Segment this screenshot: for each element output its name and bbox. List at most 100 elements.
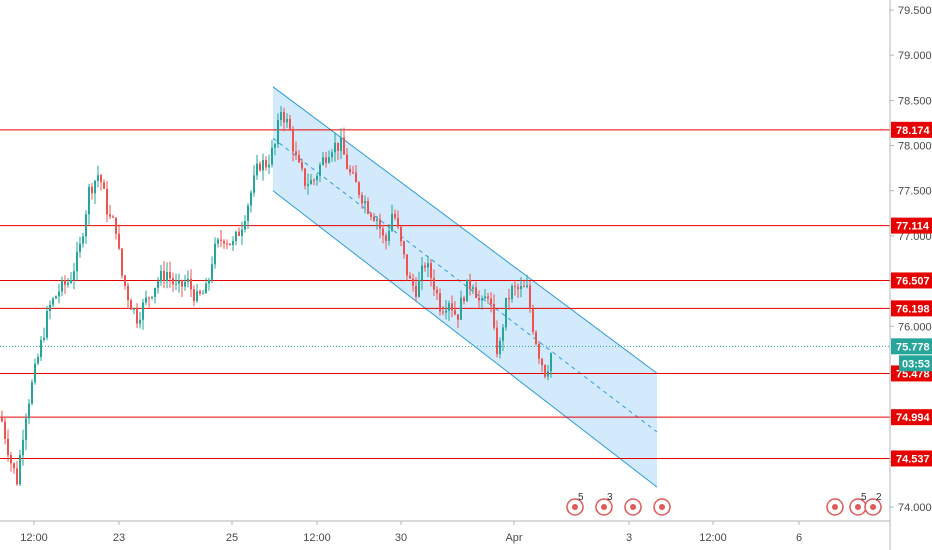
candle-body xyxy=(538,344,540,359)
candle xyxy=(295,141,297,160)
x-tick-label: 12:00 xyxy=(699,532,727,544)
event-dot xyxy=(832,504,838,510)
candle-body xyxy=(79,243,81,252)
candle-body xyxy=(379,219,381,229)
candle xyxy=(529,280,531,313)
candle xyxy=(49,300,51,320)
countdown-tag-bg xyxy=(899,355,932,372)
channel-lower-line[interactable] xyxy=(272,190,658,488)
candle xyxy=(358,181,360,199)
candle xyxy=(67,278,69,288)
candle-body xyxy=(520,286,522,290)
candle-body xyxy=(349,168,351,173)
candle xyxy=(463,295,465,305)
candle xyxy=(538,341,540,365)
candle xyxy=(517,283,519,298)
candle-body xyxy=(478,297,480,301)
candle-body xyxy=(364,201,366,204)
candle-body xyxy=(385,235,387,241)
candle xyxy=(226,239,228,250)
candle xyxy=(7,429,9,462)
candle-body xyxy=(229,243,231,245)
y-tick-label: 78.500 xyxy=(898,95,932,107)
candle xyxy=(469,273,471,296)
candle-body xyxy=(334,142,336,153)
horizontal-levels[interactable] xyxy=(0,129,890,459)
candle xyxy=(436,286,438,301)
candle-body xyxy=(256,163,258,176)
candle-body xyxy=(505,297,507,328)
candle xyxy=(55,295,57,300)
candle-body xyxy=(352,172,354,174)
candle xyxy=(427,255,429,277)
candle-body xyxy=(133,308,135,310)
time-axis[interactable]: 12:00 23 25 12:00 30 Apr 3 12:00 6 xyxy=(0,520,890,544)
candle xyxy=(307,173,309,195)
candle xyxy=(169,261,171,288)
candle-body xyxy=(550,353,552,372)
candle xyxy=(127,282,129,309)
candle xyxy=(91,182,93,200)
candle xyxy=(391,204,393,233)
candle xyxy=(151,296,153,300)
candle xyxy=(403,240,405,259)
event-marker-icon[interactable] xyxy=(653,498,671,516)
candle xyxy=(289,114,291,132)
candle xyxy=(454,301,456,316)
x-tick-label: 23 xyxy=(113,532,125,544)
candle-body xyxy=(247,205,249,221)
candle-body xyxy=(202,293,204,295)
candle xyxy=(385,232,387,250)
level-price-tag: 77.114 xyxy=(896,221,930,233)
candle xyxy=(550,352,552,378)
candle xyxy=(424,262,426,272)
candle xyxy=(109,204,111,220)
candle xyxy=(373,213,375,222)
event-count: 2 xyxy=(876,492,882,503)
candle-body xyxy=(235,231,237,242)
candle-body xyxy=(340,137,342,151)
candle xyxy=(187,270,189,288)
candle xyxy=(313,178,315,186)
event-marker-icon[interactable]: 3 xyxy=(595,492,613,516)
candle xyxy=(181,279,183,298)
channel-upper-line[interactable] xyxy=(272,86,658,374)
event-marker-icon[interactable] xyxy=(826,498,844,516)
candle-body xyxy=(469,279,471,289)
candle-body xyxy=(178,280,180,284)
event-marker-icon[interactable] xyxy=(624,498,642,516)
regression-channel[interactable] xyxy=(272,86,658,488)
candle xyxy=(121,248,123,279)
candle-body xyxy=(52,298,54,305)
event-marker-icon[interactable]: 2 xyxy=(864,492,882,516)
candle-body xyxy=(100,175,102,183)
candle xyxy=(433,269,435,297)
event-dot xyxy=(630,504,636,510)
candle-body xyxy=(319,164,321,176)
candle-body xyxy=(112,216,114,218)
candle-body xyxy=(172,278,174,285)
candle-body xyxy=(430,263,432,278)
candle xyxy=(10,452,12,472)
candle xyxy=(157,277,159,294)
candle-body xyxy=(46,310,48,338)
candle-body xyxy=(136,308,138,324)
candle xyxy=(268,154,270,174)
candle xyxy=(397,210,399,230)
candle-body xyxy=(7,438,9,456)
candle-body xyxy=(367,201,369,214)
candle-body xyxy=(433,277,435,290)
candle-body xyxy=(118,233,120,249)
candle xyxy=(139,311,141,329)
candle xyxy=(355,164,357,183)
candle xyxy=(274,142,276,156)
event-marker-icon[interactable]: 5 xyxy=(566,492,584,516)
event-marker-icon[interactable]: 5 xyxy=(849,492,867,516)
candle-body xyxy=(61,280,63,292)
candle-body xyxy=(94,180,96,194)
x-tick-label: 3 xyxy=(626,532,632,544)
channel-mid-line[interactable] xyxy=(272,137,658,433)
candle xyxy=(136,303,138,329)
